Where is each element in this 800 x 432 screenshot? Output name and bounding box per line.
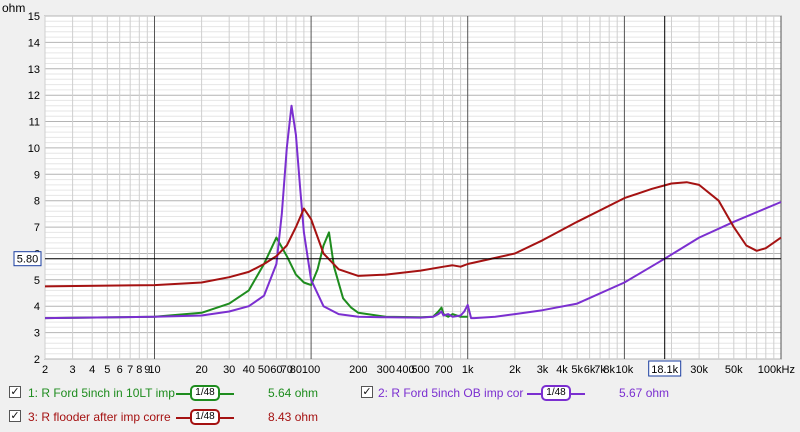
x-tick-label: 8 [136,364,142,376]
x-tick-label: 7k [594,364,606,376]
x-tick-label: 10 [148,364,160,376]
series-2-value: 5.67 ohm [619,386,670,400]
y-tick-label: 10 [28,143,40,155]
series-1-checkbox[interactable]: ✓ [9,385,21,398]
x-tick-label: 400 [396,364,414,376]
cursor-x-label: 18.1k [651,364,678,376]
series-1-smoothing-button[interactable]: 1/48 [176,384,234,404]
x-tick-label: 30k [690,364,708,376]
legend-row-1: ✓ 1: R Ford 5inch in 10LT imp 1/48 5.64 … [0,384,800,404]
x-tick-label: 10k [616,364,634,376]
cursor-y-label-box [13,251,42,267]
x-tick-label: 5k [571,364,583,376]
x-tick-label: 2k [509,364,521,376]
x-tick-label: 300 [377,364,395,376]
x-tick-label: 700 [434,364,452,376]
x-tick-label: 100 [302,364,320,376]
series-3-checkbox[interactable]: ✓ [9,409,21,422]
x-tick-label: 20 [195,364,207,376]
x-tick-label: 70 [281,364,293,376]
x-tick-label: 2 [42,364,48,376]
series-lines [44,104,782,320]
series-line-1 [44,231,468,320]
series-2-smoothing-button[interactable]: 1/48 [527,384,585,404]
y-tick-label: 13 [28,64,40,76]
x-tick-label: 40 [243,364,255,376]
y-tick-label: 5 [34,275,40,287]
x-tick-label: 80 [290,364,302,376]
y-tick-label: 4 [34,301,40,313]
grid-lines [44,15,782,360]
x-tick-label: 30 [223,364,235,376]
x-tick-label: 100kHz [758,364,795,376]
series-line-2 [44,104,782,320]
y-tick-label: 3 [34,328,40,340]
x-tick-label: 1k [462,364,474,376]
x-tick-label: 50k [725,364,743,376]
x-tick-label: 6 [117,364,123,376]
x-tick-label: 50 [258,364,270,376]
y-tick-label: 8 [34,196,40,208]
y-tick-label: 15 [28,11,40,23]
series-1-value: 5.64 ohm [268,386,319,400]
y-axis-ticks: 23456789101112131415 [28,11,40,366]
x-tick-label: 6k [584,364,596,376]
y-tick-label: 7 [34,222,40,234]
y-tick-label: 9 [34,169,40,181]
y-tick-label: 2 [34,354,40,366]
cursor-crosshair[interactable]: 5.80 [13,16,781,359]
x-tick-label: 3k [537,364,549,376]
legend-row-2: ✓ 3: R flooder after imp corre 1/48 8.43… [0,408,800,428]
x-tick-label: 200 [349,364,367,376]
series-2-label[interactable]: 2: R Ford 5inch OB imp cor [378,386,524,400]
x-tick-label: 8k [603,364,615,376]
x-tick-label: 500 [411,364,429,376]
series-3-label[interactable]: 3: R flooder after imp corre [28,410,171,424]
y-tick-label: 14 [28,37,40,49]
x-tick-label: 9 [144,364,150,376]
series-3-value: 8.43 ohm [268,410,319,424]
x-tick-label: 4k [556,364,568,376]
x-tick-label: 3 [70,364,76,376]
y-tick-label: 11 [29,117,40,129]
cursor-x-label-box [648,360,682,377]
y-axis-unit: ohm [2,1,25,15]
x-tick-label: 60 [270,364,282,376]
cursor-y-label: 5.80 [17,254,38,266]
x-tick-label: 4 [89,364,95,376]
y-tick-label: 12 [28,90,40,102]
plot-area[interactable] [44,15,782,360]
series-line-3 [44,181,782,288]
series-2-smoothing: 1/48 [541,385,571,401]
series-1-label[interactable]: 1: R Ford 5inch in 10LT imp [28,386,175,400]
impedance-chart[interactable]: 23456789101112131415 2345678910203040506… [0,0,800,380]
series-1-smoothing: 1/48 [190,385,220,401]
x-tick-label: 7 [127,364,133,376]
series-3-smoothing: 1/48 [190,409,220,425]
series-3-smoothing-button[interactable]: 1/48 [176,408,234,428]
series-2-checkbox[interactable]: ✓ [361,385,373,398]
x-tick-label: 5 [104,364,110,376]
